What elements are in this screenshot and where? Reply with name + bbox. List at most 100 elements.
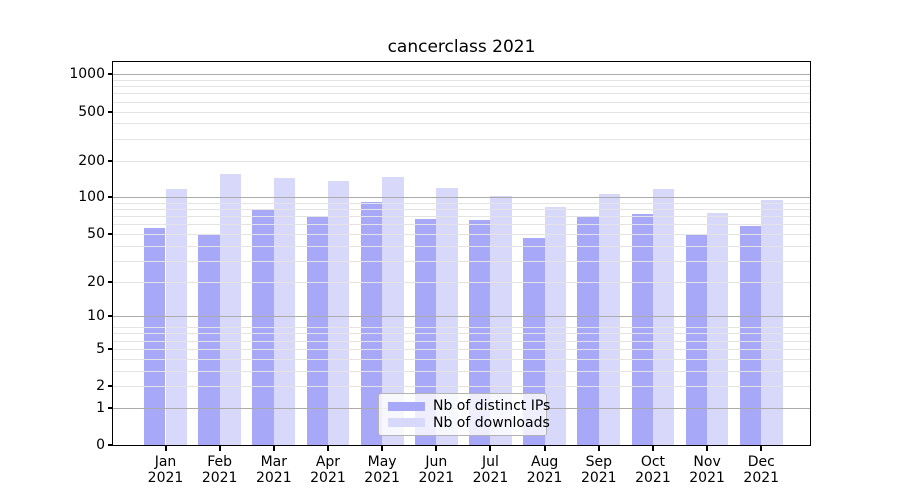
year-label: 2021 bbox=[526, 470, 563, 486]
bar-aug-downloads bbox=[544, 206, 566, 445]
y-tick bbox=[108, 159, 113, 162]
bar-jun-ips bbox=[414, 219, 437, 445]
bar-may-ips bbox=[360, 202, 383, 445]
month-label: Apr bbox=[315, 454, 341, 470]
y-tick bbox=[108, 444, 113, 446]
gridline-minor bbox=[113, 260, 810, 262]
y-tick bbox=[108, 315, 113, 318]
year-label: 2021 bbox=[418, 470, 455, 486]
gridline-minor bbox=[113, 203, 810, 205]
x-tick bbox=[543, 446, 546, 451]
legend-label: Nb of downloads bbox=[433, 414, 550, 431]
bar-nov-downloads bbox=[707, 213, 729, 445]
chart-title: cancerclass 2021 bbox=[387, 37, 536, 57]
plot-area bbox=[112, 61, 811, 446]
year-label: 2021 bbox=[255, 470, 292, 486]
gridline-minor bbox=[113, 333, 810, 335]
year-label: 2021 bbox=[147, 470, 184, 486]
legend-label: Nb of distinct IPs bbox=[433, 398, 551, 415]
x-tick bbox=[489, 446, 492, 451]
x-tick-label-jul: Jul 2021 bbox=[462, 454, 518, 486]
x-tick bbox=[651, 446, 654, 451]
gridline-minor bbox=[113, 224, 810, 226]
x-tick-label-dec: Dec 2021 bbox=[733, 454, 789, 486]
x-tick-label-oct: Oct 2021 bbox=[625, 454, 681, 486]
year-label: 2021 bbox=[472, 470, 509, 486]
gridline-minor bbox=[113, 138, 810, 140]
y-tick-label: 0 bbox=[96, 437, 105, 453]
y-tick bbox=[108, 73, 113, 76]
gridline-minor bbox=[113, 123, 810, 125]
month-label: Dec bbox=[747, 454, 775, 470]
bar-may-downloads bbox=[382, 176, 404, 445]
month-label: Jun bbox=[425, 454, 448, 470]
x-tick bbox=[435, 446, 438, 451]
bar-sep-downloads bbox=[598, 193, 621, 445]
bar-apr-downloads bbox=[327, 180, 350, 445]
gridline-major bbox=[113, 197, 810, 199]
y-tick bbox=[108, 385, 113, 388]
legend-swatch bbox=[388, 418, 425, 428]
year-label: 2021 bbox=[689, 470, 725, 486]
x-tick bbox=[381, 446, 384, 451]
y-tick bbox=[108, 110, 113, 113]
x-tick bbox=[164, 446, 167, 451]
x-tick bbox=[706, 446, 709, 451]
legend: Nb of distinct IPs Nb of downloads bbox=[378, 393, 550, 436]
year-label: 2021 bbox=[364, 470, 400, 486]
gridline-major bbox=[113, 74, 810, 76]
bar-oct-ips bbox=[631, 214, 653, 445]
year-label: 2021 bbox=[743, 470, 780, 486]
gridline-minor bbox=[113, 358, 810, 360]
gridline-minor bbox=[113, 209, 810, 211]
bar-sep-ips bbox=[577, 217, 599, 445]
x-tick bbox=[272, 446, 275, 451]
gridline-minor bbox=[113, 216, 810, 218]
y-tick-label: 2 bbox=[96, 378, 105, 395]
gridline-minor bbox=[113, 348, 810, 350]
bar-feb-ips bbox=[198, 234, 220, 445]
y-tick-label: 100 bbox=[78, 189, 105, 206]
gridline-minor bbox=[113, 86, 810, 88]
y-tick-label: 10 bbox=[87, 308, 105, 325]
x-tick-label-feb: Feb 2021 bbox=[192, 454, 248, 486]
legend-entry: Nb of downloads bbox=[388, 415, 550, 432]
bar-apr-ips bbox=[306, 215, 328, 445]
y-tick-label: 200 bbox=[78, 152, 105, 169]
x-tick-label-mar: Mar 2021 bbox=[246, 454, 302, 486]
gridline-minor bbox=[113, 111, 810, 113]
month-label: Sep bbox=[585, 454, 612, 470]
bar-mar-downloads bbox=[273, 178, 296, 445]
legend-entry: Nb of distinct IPs bbox=[388, 398, 550, 415]
gridline-minor bbox=[113, 93, 810, 95]
bar-jul-downloads bbox=[490, 195, 512, 445]
x-tick-label-sep: Sep 2021 bbox=[571, 454, 627, 486]
bar-jul-ips bbox=[469, 220, 491, 445]
x-tick bbox=[218, 446, 221, 451]
y-tick bbox=[108, 347, 113, 350]
x-tick-label-jan: Jan 2021 bbox=[138, 454, 194, 486]
x-tick-label-jun: Jun 2021 bbox=[408, 454, 464, 486]
y-tick-label: 50 bbox=[87, 226, 105, 243]
year-label: 2021 bbox=[635, 470, 671, 486]
gridline-major bbox=[113, 316, 810, 318]
x-tick-label-aug: Aug 2021 bbox=[517, 454, 573, 486]
y-tick-label: 1 bbox=[96, 399, 105, 416]
x-tick bbox=[597, 446, 600, 451]
x-tick bbox=[760, 446, 763, 451]
year-label: 2021 bbox=[310, 470, 346, 486]
legend-swatch bbox=[388, 401, 425, 411]
plot-canvas bbox=[113, 62, 810, 445]
gridline-minor bbox=[113, 386, 810, 388]
y-tick-label: 20 bbox=[87, 273, 105, 290]
gridline-minor bbox=[113, 160, 810, 162]
gridline-minor bbox=[113, 80, 810, 82]
month-label: Jul bbox=[482, 454, 499, 470]
month-label: Mar bbox=[260, 454, 288, 470]
bar-feb-downloads bbox=[219, 174, 242, 445]
year-label: 2021 bbox=[580, 470, 617, 486]
gridline-minor bbox=[113, 101, 810, 103]
month-label: Jan bbox=[154, 454, 177, 470]
gridline-minor bbox=[113, 340, 810, 342]
